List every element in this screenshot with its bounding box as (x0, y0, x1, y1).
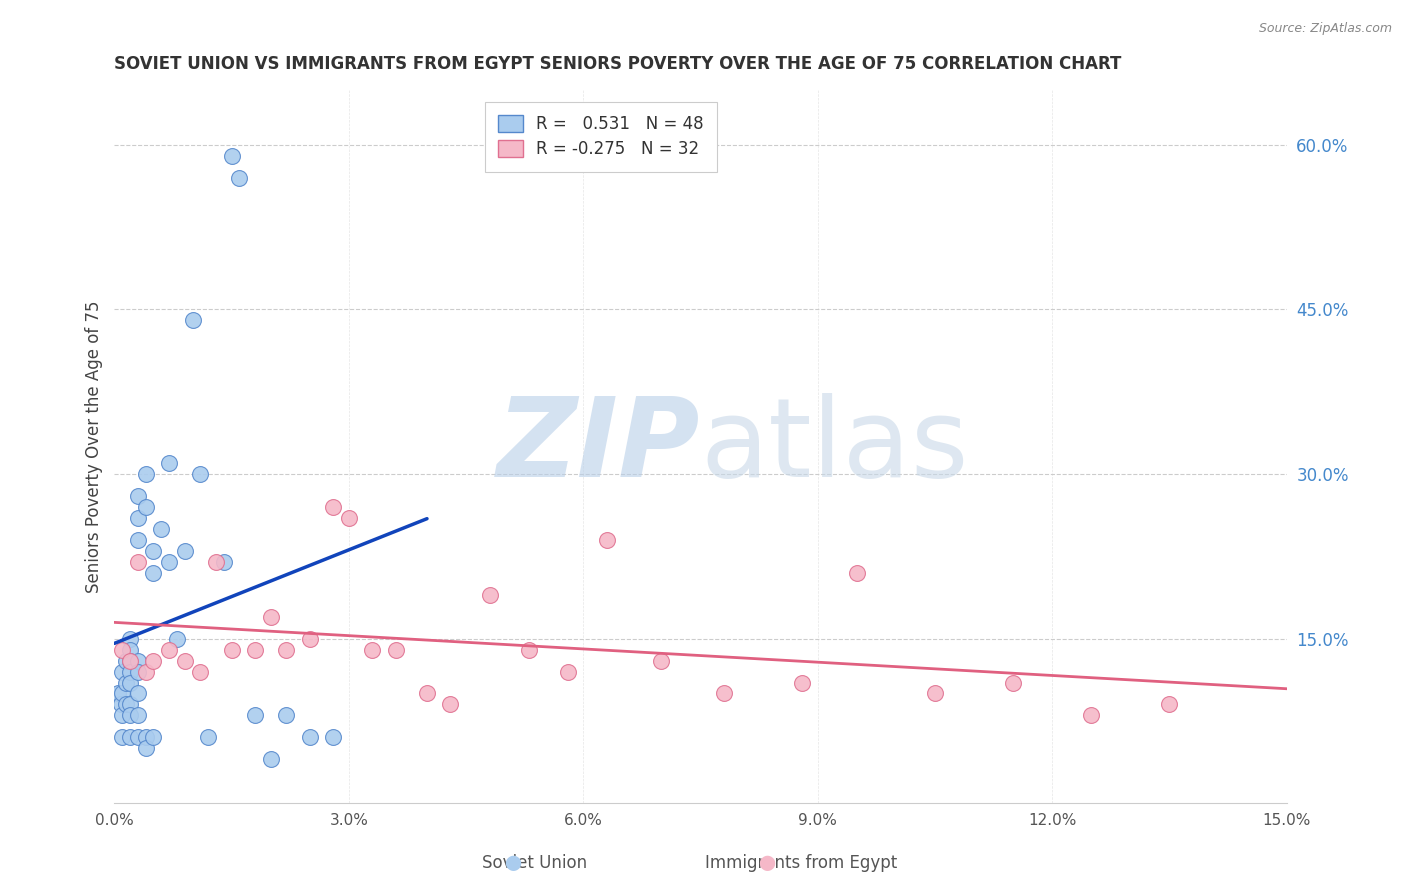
Point (924, 686, 946, 700)
Point (127, 654, 149, 668)
Text: ⬤: ⬤ (758, 855, 775, 871)
Point (157, 456, 180, 470)
Point (790, 675, 813, 690)
Point (115, 675, 138, 690)
Point (118, 731, 141, 745)
Point (596, 533, 619, 547)
Point (439, 698, 461, 712)
Point (276, 642, 298, 657)
Point (243, 708, 266, 723)
Point (221, 642, 243, 657)
Point (260, 752, 283, 766)
Point (110, 698, 132, 712)
Point (118, 665, 141, 679)
Point (118, 654, 141, 668)
Point (197, 731, 219, 745)
Point (135, 467, 157, 481)
Point (212, 555, 235, 569)
Point (650, 654, 672, 668)
Point (1080, 708, 1102, 723)
Text: Source: ZipAtlas.com: Source: ZipAtlas.com (1258, 22, 1392, 36)
Point (157, 555, 180, 569)
Point (115, 698, 138, 712)
Point (205, 555, 228, 569)
Point (118, 708, 141, 723)
Text: SOVIET UNION VS IMMIGRANTS FROM EGYPT SENIORS POVERTY OVER THE AGE OF 75 CORRELA: SOVIET UNION VS IMMIGRANTS FROM EGYPT SE… (114, 55, 1122, 73)
Point (1159, 698, 1181, 712)
Point (118, 642, 141, 657)
Point (713, 686, 735, 700)
Point (361, 642, 384, 657)
Point (127, 511, 149, 525)
Point (190, 665, 212, 679)
Point (322, 731, 344, 745)
Point (111, 708, 134, 723)
Point (228, 170, 250, 185)
Point (142, 566, 165, 580)
Point (135, 500, 157, 514)
Point (845, 566, 868, 580)
Point (118, 632, 141, 646)
Point (517, 642, 540, 657)
Point (190, 467, 212, 481)
Point (111, 665, 134, 679)
Point (557, 665, 579, 679)
Point (115, 654, 138, 668)
Point (416, 686, 439, 700)
Point (142, 654, 165, 668)
Point (135, 741, 157, 756)
Point (135, 665, 157, 679)
Point (111, 642, 134, 657)
Point (221, 149, 243, 163)
Point (127, 686, 149, 700)
Point (276, 708, 298, 723)
Text: ZIP: ZIP (496, 393, 700, 500)
Point (337, 511, 360, 525)
Point (157, 642, 180, 657)
Point (111, 686, 134, 700)
Point (243, 642, 266, 657)
Text: atlas: atlas (700, 393, 969, 500)
Point (181, 313, 204, 327)
Point (173, 544, 195, 558)
Point (107, 686, 129, 700)
Point (118, 654, 141, 668)
Point (118, 698, 141, 712)
Point (322, 500, 344, 514)
Text: Soviet Union: Soviet Union (482, 855, 586, 872)
Legend: R =   0.531   N = 48, R = -0.275   N = 32: R = 0.531 N = 48, R = -0.275 N = 32 (485, 102, 717, 171)
Point (384, 642, 406, 657)
Point (260, 609, 283, 624)
Point (127, 533, 149, 547)
Point (111, 731, 134, 745)
Y-axis label: Seniors Poverty Over the Age of 75: Seniors Poverty Over the Age of 75 (86, 301, 103, 593)
Point (298, 632, 321, 646)
Point (142, 731, 165, 745)
Point (135, 731, 157, 745)
Point (142, 544, 165, 558)
Point (127, 489, 149, 503)
Point (150, 522, 173, 536)
Point (127, 555, 149, 569)
Point (478, 588, 501, 602)
Point (1002, 675, 1025, 690)
Point (118, 675, 141, 690)
Text: ⬤: ⬤ (505, 855, 522, 871)
Text: Immigrants from Egypt: Immigrants from Egypt (706, 855, 897, 872)
Point (127, 731, 149, 745)
Point (127, 665, 149, 679)
Point (298, 731, 321, 745)
Point (173, 654, 195, 668)
Point (127, 708, 149, 723)
Point (166, 632, 188, 646)
